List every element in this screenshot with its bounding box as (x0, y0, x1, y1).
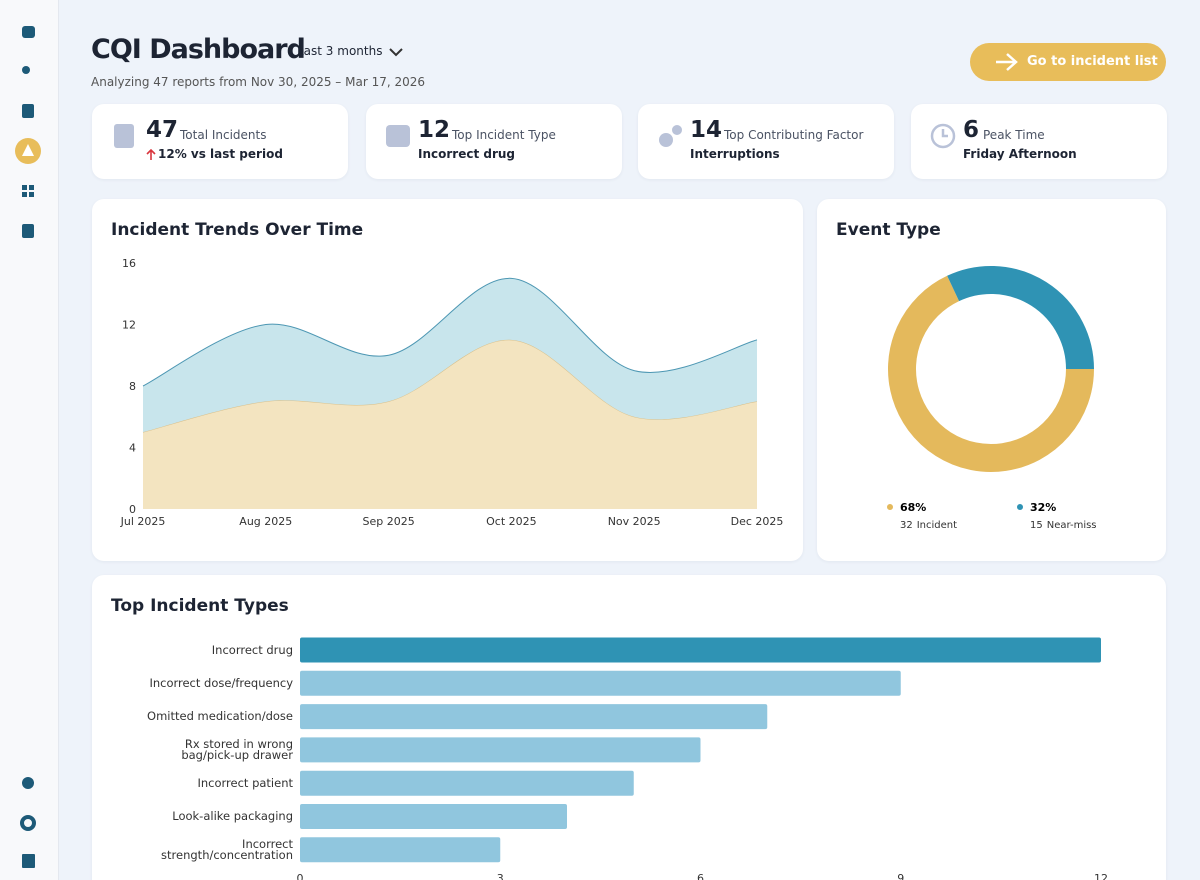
donut-segment (888, 275, 1094, 472)
legend-category: Incident (917, 520, 957, 531)
period-select[interactable]: Last 3 months (297, 44, 383, 58)
kpi-detail: Friday Afternoon (963, 147, 1077, 161)
kpi-value: 6 (963, 117, 980, 143)
kpi-card: 14 Top Contributing Factor Interruptions (638, 104, 894, 179)
x-tick-label: Sep 2025 (362, 515, 414, 528)
legend-count-label: 32 Incident (900, 520, 957, 531)
nav-icon (29, 192, 34, 197)
nav-icon (29, 185, 34, 190)
nav-icon[interactable] (22, 777, 34, 789)
sidebar-icons (15, 26, 41, 868)
x-tick-label: 6 (697, 872, 704, 880)
trend-up-arrow (146, 149, 156, 160)
bar (300, 637, 1101, 663)
kpi-value: 14 (690, 117, 723, 143)
kpi-value: 47 (146, 117, 179, 143)
y-tick-label: Look-alike packaging (172, 809, 293, 823)
area-line (142, 277, 758, 387)
x-tick-label: Aug 2025 (239, 515, 292, 528)
x-tick-label: 0 (297, 872, 304, 880)
x-tick-label: Dec 2025 (731, 515, 784, 528)
kpi-label: Top Contributing Factor (724, 128, 864, 142)
page-title: CQI Dashboard (91, 34, 306, 65)
kpi-icon (114, 124, 134, 148)
nav-icon[interactable] (22, 66, 30, 74)
y-tick-label: 16 (122, 257, 136, 270)
bar (300, 704, 768, 730)
kpi-card: 12 Top Incident Type Incorrect drug (366, 104, 622, 179)
kpi-card: 6 Peak Time Friday Afternoon (911, 104, 1167, 179)
x-tick-label: 12 (1094, 872, 1108, 880)
bar (300, 737, 701, 763)
nav-icon[interactable] (20, 815, 36, 831)
legend-dot (887, 504, 893, 510)
kpi-icon (659, 125, 682, 147)
bar (300, 770, 634, 796)
kpi-icon (930, 123, 956, 149)
nav-icon[interactable] (22, 854, 35, 868)
y-tick-label: 8 (129, 380, 136, 393)
x-tick-label: 9 (897, 872, 904, 880)
incident-list-button[interactable]: Go to incident list (970, 43, 1166, 81)
nav-icon (22, 192, 27, 197)
kpi-label: Total Incidents (180, 128, 267, 142)
legend-dot (1017, 504, 1023, 510)
nav-icon[interactable] (22, 185, 27, 190)
y-tick-label: Rx stored in wrong bag/pick-up drawer (181, 736, 293, 762)
x-tick-label: 3 (497, 872, 504, 880)
kpi-detail: Incorrect drug (418, 147, 516, 161)
area (143, 278, 757, 433)
y-tick-label: 4 (129, 442, 136, 455)
x-tick-label: Oct 2025 (486, 515, 537, 528)
kpi-detail: Interruptions (690, 147, 780, 161)
kpi-card: 47 Total Incidents 12% vs last period (92, 104, 348, 179)
kpi-detail: 12% vs last period (158, 147, 283, 161)
subtitle: Analyzing 47 reports from Nov 30, 2025 –… (91, 75, 426, 89)
nav-icon[interactable] (22, 26, 35, 38)
legend-percent: 68% (900, 501, 926, 514)
legend-count: 32 (900, 520, 913, 531)
x-tick-label: Jul 2025 (120, 515, 166, 528)
nav-icon-glyph (22, 144, 34, 156)
kpi-value: 12 (418, 117, 451, 143)
sidebar (0, 0, 59, 880)
chart-title: Event Type (836, 220, 941, 240)
y-tick-label: Incorrect drug (211, 642, 293, 657)
nav-icon[interactable] (22, 104, 34, 118)
chart-title: Top Incident Types (111, 596, 289, 616)
button-label: Go to incident list (1027, 54, 1158, 69)
donut-segment (947, 266, 1094, 370)
y-tick-label: Incorrect dose/frequency (149, 675, 293, 690)
y-tick-label: Omitted medication/dose (147, 709, 293, 724)
bar (300, 670, 901, 696)
y-tick-label: 12 (122, 319, 136, 332)
event-card: Event Type (817, 199, 1166, 561)
chart-title: Incident Trends Over Time (111, 220, 364, 240)
area (143, 339, 757, 509)
legend-category: Near-miss (1047, 520, 1097, 531)
y-tick-label: Incorrect patient (197, 775, 293, 790)
kpi-label: Top Incident Type (452, 128, 556, 142)
legend-count-label: 15 Near-miss (1030, 520, 1097, 531)
kpi-icon (386, 125, 410, 147)
kpi-label: Peak Time (983, 128, 1045, 142)
y-tick-label: Incorrect strength/concentration (161, 836, 294, 862)
legend-count: 15 (1030, 520, 1043, 531)
nav-icon[interactable] (22, 224, 34, 238)
x-tick-label: Nov 2025 (608, 515, 661, 528)
button-arrow (996, 53, 1018, 71)
bar (300, 837, 501, 863)
legend-percent: 32% (1030, 501, 1056, 514)
bar (300, 804, 567, 829)
dropdown-chevron[interactable] (388, 46, 404, 58)
y-tick-label: 0 (129, 503, 136, 516)
